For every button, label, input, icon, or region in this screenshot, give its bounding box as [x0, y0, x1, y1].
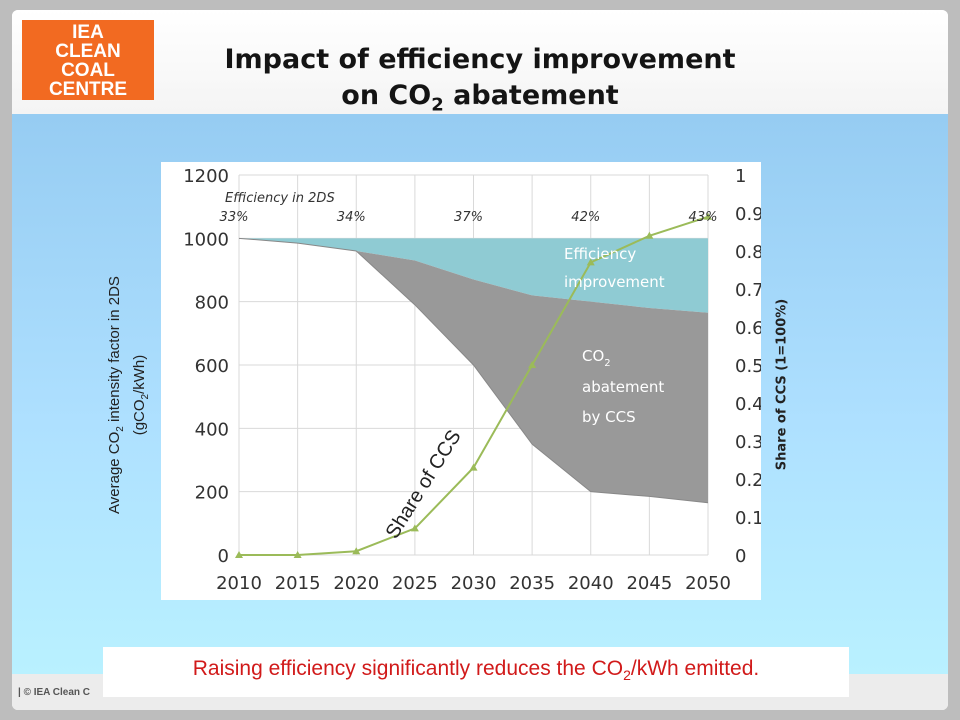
- share-of-ccs-point: [645, 231, 654, 239]
- x-tick-label: 2050: [685, 573, 731, 594]
- efficiency-label: 34%: [337, 210, 366, 225]
- caption-prefix: Raising efficiency significantly reduces…: [192, 657, 624, 680]
- efficiency-header: Efficiency in 2DS: [225, 191, 335, 206]
- y-right-tick-label: 0.6: [735, 318, 761, 339]
- y-right-tick-label: 0.4: [735, 394, 761, 415]
- y-right-tick-label: 0.1: [735, 508, 761, 529]
- footer-copyright: | © IEA Clean C: [18, 687, 91, 698]
- y-left-tick-label: 800: [195, 293, 229, 314]
- efficiency-label: 37%: [454, 210, 483, 225]
- annotation-ccs-line-2: abatement: [582, 378, 664, 396]
- intensity-with-ccs-line: [238, 237, 709, 504]
- caption-suffix: /kWh emitted.: [630, 657, 760, 680]
- annotation-ccs-line-3: by CCS: [582, 408, 636, 426]
- x-tick-label: 2015: [275, 573, 321, 594]
- y-left-tick-label: 1200: [183, 166, 229, 187]
- y-left-tick-label: 400: [195, 419, 229, 440]
- y-left-label-line-1-suffix: intensity factor in 2DS: [106, 276, 123, 427]
- efficiency-label: 33%: [220, 210, 249, 225]
- y-right-tick-label: 1: [735, 166, 746, 187]
- x-tick-label: 2045: [626, 573, 672, 594]
- caption: Raising efficiency significantly reduces…: [103, 647, 849, 697]
- x-tick-label: 2020: [333, 573, 379, 594]
- logo-line-2: CLEAN: [55, 41, 120, 62]
- y-right-tick-label: 0.9: [735, 204, 761, 225]
- chart-panel: 0 200 400 600 800 1000 1200 0 0.1 0.2 0.3 0.4 0.5 0.6…: [161, 162, 764, 600]
- annotation-ccs-sub: 2: [604, 358, 610, 369]
- ccs-abatement-area: [239, 238, 708, 503]
- iea-clean-coal-centre-logo: IEA CLEAN COAL CENTRE: [22, 20, 154, 100]
- annotation-efficiency-line-1: Efficiency: [564, 245, 636, 263]
- slide-title: Impact of efficiency improvement on CO2 …: [160, 42, 800, 123]
- y-right-tick-label: 0.2: [735, 470, 761, 491]
- annotation-ccs-prefix: CO: [582, 347, 604, 365]
- y-left-label-line-2-suffix: /kWh): [131, 354, 148, 394]
- caption-sub: 2: [623, 667, 631, 684]
- share-of-ccs-point: [469, 463, 478, 471]
- y-right-tick-label: 0.8: [735, 242, 761, 263]
- logo-line-3: COAL: [61, 60, 115, 81]
- title-line-2-sub: 2: [431, 94, 444, 116]
- chart-svg: 0 200 400 600 800 1000 1200 0 0.1 0.2 0.3 0.4 0.5 0.6…: [183, 166, 763, 594]
- y-right-tick-label: 0: [735, 546, 746, 567]
- x-tick-label: 2025: [392, 573, 438, 594]
- share-of-ccs-point: [352, 547, 361, 555]
- x-tick-label: 2040: [568, 573, 614, 594]
- header-band: [12, 10, 948, 114]
- y-left-tick-label: 0: [218, 546, 229, 567]
- share-of-ccs-point: [528, 361, 537, 368]
- share-of-ccs-point: [410, 524, 419, 532]
- title-line-2-prefix: on CO: [341, 80, 432, 111]
- annotation-share-of-ccs: Share of CCS: [382, 426, 466, 542]
- title-line-1: Impact of efficiency improvement: [224, 44, 736, 75]
- x-tick-label: 2010: [216, 573, 262, 594]
- efficiency-improvement-area: [239, 238, 708, 313]
- annotation-efficiency-line-2: improvement: [564, 273, 665, 291]
- y-axis-left-label: Average CO2 intensity factor in 2DS (gCO…: [105, 230, 155, 560]
- y-left-label-line-2-sub: 2: [140, 393, 151, 400]
- x-tick-label: 2030: [451, 573, 497, 594]
- title-line-2: on CO2 abatement: [160, 78, 800, 123]
- y-left-tick-label: 200: [195, 483, 229, 504]
- efficiency-label: 42%: [571, 210, 600, 225]
- y-axis-right-label: Share of CCS (1=100%): [774, 298, 790, 471]
- x-tick-label: 2035: [509, 573, 555, 594]
- share-of-ccs-point: [235, 551, 243, 558]
- annotation-ccs-line-1: CO2: [582, 347, 611, 369]
- y-left-tick-label: 1000: [183, 229, 229, 250]
- efficiency-label: 43%: [689, 210, 718, 225]
- y-left-tick-label: 600: [195, 356, 229, 377]
- share-of-ccs-point: [293, 551, 302, 558]
- share-of-ccs-point: [586, 258, 595, 266]
- logo-line-1: IEA: [72, 22, 104, 43]
- title-line-2-suffix: abatement: [443, 80, 619, 111]
- y-right-tick-label: 0.7: [735, 280, 761, 301]
- y-right-tick-label: 0.5: [735, 356, 761, 377]
- y-left-label-line-2: (gCO2/kWh): [130, 230, 155, 560]
- y-right-tick-label: 0.3: [735, 432, 761, 453]
- y-left-label-line-2-prefix: (gCO: [131, 399, 148, 436]
- share-of-ccs-point: [704, 212, 712, 220]
- logo-line-4: CENTRE: [49, 79, 127, 100]
- y-left-label-line-1: Average CO2 intensity factor in 2DS: [105, 230, 130, 560]
- y-left-label-line-1-prefix: Average CO: [106, 431, 123, 514]
- y-left-label-line-1-sub: 2: [115, 426, 126, 432]
